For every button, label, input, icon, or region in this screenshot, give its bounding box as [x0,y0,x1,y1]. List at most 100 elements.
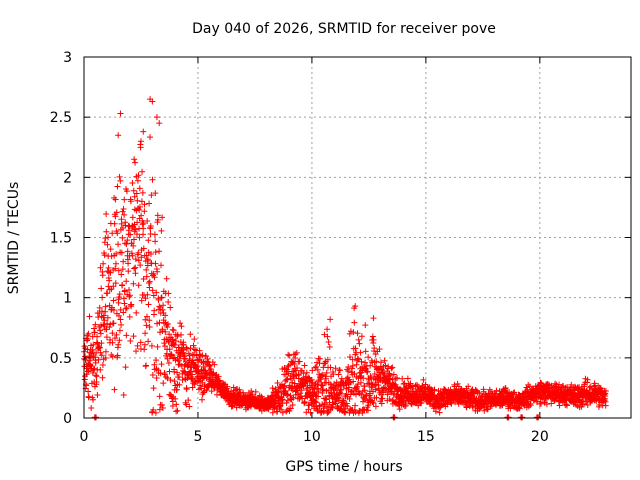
data-point [180,341,187,348]
data-point [126,313,133,320]
data-point [151,231,158,238]
data-point [145,237,152,244]
data-point [100,260,107,267]
data-point [132,264,139,271]
data-point [204,356,211,363]
data-point [115,241,122,248]
data-point [178,331,185,338]
data-point [160,380,167,387]
data-point [141,341,148,348]
data-point [158,294,165,301]
data-point [430,392,437,399]
data-point [294,365,301,372]
data-point [189,384,196,391]
data-point [465,383,472,390]
data-point [159,405,166,412]
data-point [301,362,308,369]
data-point [344,403,351,410]
data-point [123,188,130,195]
data-point [538,400,545,407]
data-point [368,374,375,381]
data-point [84,336,91,343]
data-point [308,376,315,383]
data-point [118,249,125,256]
data-point [150,270,157,277]
data-point [110,283,117,290]
data-point [386,376,393,383]
data-point [138,297,145,304]
data-point [548,400,555,407]
data-point [484,405,491,412]
data-point [133,309,140,316]
data-point [347,379,354,386]
data-point [84,337,91,344]
data-point [98,352,105,359]
data-point [396,406,403,413]
data-point [370,315,377,322]
data-point [291,361,298,368]
data-point [543,401,550,408]
data-point [404,375,411,382]
data-point [183,344,190,351]
data-point [147,222,154,229]
data-point [156,319,163,326]
data-point [195,357,202,364]
data-point [89,346,96,353]
data-point [353,361,360,368]
data-point [121,300,128,307]
data-point [346,384,353,391]
data-point [516,405,523,412]
data-point [373,358,380,365]
data-point [122,364,129,371]
data-point [142,295,149,302]
data-point [167,377,174,384]
data-point [563,402,570,409]
data-point [285,351,292,358]
data-point [358,333,365,340]
data-point [134,197,141,204]
data-point [97,366,104,373]
data-point [138,198,145,205]
data-point [94,333,101,340]
data-point [156,303,163,310]
data-point [126,286,133,293]
data-point [338,386,345,393]
data-point [187,368,194,375]
data-point [386,370,393,377]
data-point [145,279,152,286]
data-point [127,231,134,238]
data-point [352,409,359,416]
data-point [283,399,290,406]
data-point [115,132,122,139]
data-point [140,219,147,226]
plot-frame [83,56,632,419]
data-point [346,395,353,402]
data-point [185,397,192,404]
data-point [137,144,144,151]
data-point [146,200,153,207]
data-point [141,208,148,215]
data-point [143,273,150,280]
data-point [107,246,114,253]
data-point [191,346,198,353]
data-point [183,386,190,393]
data-point [131,193,138,200]
data-point [83,371,90,378]
data-point [323,369,330,376]
data-point [420,376,427,383]
data-point [324,333,331,340]
data-point [167,304,174,311]
data-point [402,402,409,409]
data-point [399,375,406,382]
data-point [391,414,398,421]
data-point [286,352,293,359]
data-point [110,307,117,314]
data-point [121,196,128,203]
data-point [159,214,166,221]
data-point [114,183,121,190]
data-point [154,268,161,275]
data-point [391,390,398,397]
data-point [122,305,129,312]
y-tick-label: 1.5 [50,231,72,247]
data-point [135,249,142,256]
